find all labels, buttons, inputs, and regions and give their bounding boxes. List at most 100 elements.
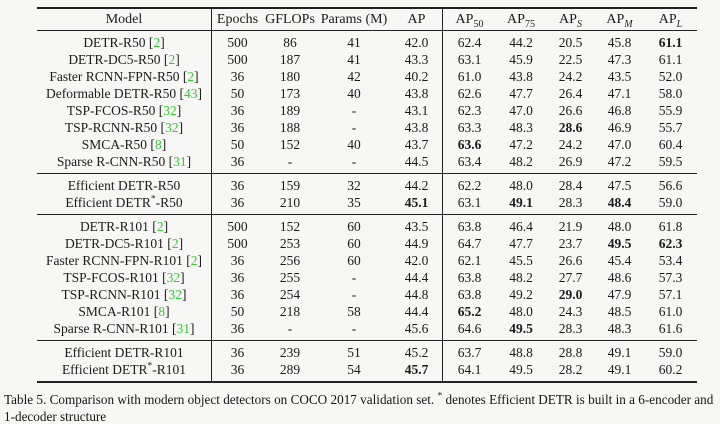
value-cell: 61.1 xyxy=(658,35,683,50)
value-cell: 50 xyxy=(230,86,245,101)
value-cell: 500 xyxy=(227,52,248,67)
value-cell: 45.8 xyxy=(607,35,632,50)
value-cell: 62.2 xyxy=(457,178,482,193)
value-cell: 48.3 xyxy=(607,321,632,336)
value-cell: 49.5 xyxy=(607,236,632,251)
citation-link[interactable]: 8 xyxy=(158,304,166,319)
value-cell: 64.7 xyxy=(457,236,482,251)
citation-link[interactable]: 32 xyxy=(166,270,181,285)
value-cell: - xyxy=(351,120,357,135)
value-cell: 43.5 xyxy=(391,214,443,235)
citation-link[interactable]: 31 xyxy=(176,321,191,336)
text-segment: Deformable DETR-R50 [ xyxy=(46,86,184,101)
value-cell: 48.3 xyxy=(509,120,533,135)
model-cell: SMCA-R101 [8] xyxy=(37,303,212,320)
header-cell-ap: AP xyxy=(391,8,443,31)
header-cell-ap50: AP50 xyxy=(443,8,497,31)
text-segment: Sparse R-CNN-R101 [ xyxy=(53,321,177,336)
value-cell: 44.4 xyxy=(391,303,443,320)
value-cell: 210 xyxy=(279,195,301,210)
value-cell: 32 xyxy=(347,178,361,193)
value-cell: 36 xyxy=(230,69,245,84)
value-cell: 188 xyxy=(279,120,301,135)
header-label: Epochs xyxy=(216,12,259,27)
citation-link[interactable]: 8 xyxy=(154,137,162,152)
header-subscript: L xyxy=(676,18,683,30)
value-cell: 49.5 xyxy=(509,321,533,336)
value-cell: 21.9 xyxy=(558,219,583,234)
header-label: Params (M) xyxy=(320,12,388,27)
value-cell: 59.5 xyxy=(658,154,683,169)
superscript-asterisk: * xyxy=(437,391,443,402)
text-segment: ] xyxy=(190,321,195,336)
text-segment: ] xyxy=(194,69,199,84)
model-cell: DETR-R101 [2] xyxy=(37,214,212,235)
value-cell: 58 xyxy=(347,304,361,319)
text-segment: ] xyxy=(197,86,202,101)
table-row: DETR-R50 [2] 500 86 41 42.0 62.4 44.2 20.5 45.8 6… xyxy=(37,30,697,51)
header-cell-params-m: Params (M) xyxy=(317,8,391,31)
value-cell: 63.1 xyxy=(457,52,482,67)
value-cell: 36 xyxy=(230,287,245,302)
value-cell: 49.1 xyxy=(509,195,533,210)
citation-link[interactable]: 2 xyxy=(168,52,176,67)
citation-link[interactable]: 2 xyxy=(190,253,198,268)
value-cell: 20.5 xyxy=(558,35,583,50)
value-cell: - xyxy=(351,287,357,302)
citation-link[interactable]: 31 xyxy=(173,154,187,169)
value-cell: 22.5 xyxy=(558,52,583,67)
value-cell: 63.7 xyxy=(457,345,482,360)
value-cell: 27.7 xyxy=(558,270,583,285)
value-cell: 57.3 xyxy=(658,270,683,285)
model-cell: DETR-R50 [2] xyxy=(37,30,212,51)
citation-link[interactable]: 2 xyxy=(187,69,195,84)
value-cell: 29.0 xyxy=(558,287,583,302)
value-cell: 36 xyxy=(230,120,245,135)
value-cell: 24.2 xyxy=(558,137,583,152)
value-cell: 500 xyxy=(227,219,248,234)
citation-link[interactable]: 32 xyxy=(168,287,182,302)
table-row: Efficient DETR-R50 36 159 32 44.2 62.2 48.0 28.… xyxy=(37,173,697,194)
citation-link[interactable]: 2 xyxy=(153,35,161,50)
value-cell: 255 xyxy=(279,270,301,285)
citation-link[interactable]: 43 xyxy=(183,86,198,101)
value-cell: 47.5 xyxy=(607,178,632,193)
value-cell: 48.5 xyxy=(607,304,632,319)
value-cell: 187 xyxy=(279,52,301,67)
value-cell: 61.1 xyxy=(658,52,683,67)
value-cell: 42 xyxy=(347,69,361,84)
citation-link[interactable]: 2 xyxy=(156,219,164,234)
value-cell: 35 xyxy=(347,195,361,210)
value-cell: 500 xyxy=(227,236,248,251)
model-cell: Faster RCNN-FPN-R50 [2] xyxy=(37,68,212,85)
text-segment: Efficient DETR xyxy=(61,362,148,377)
value-cell: 49.1 xyxy=(607,362,632,377)
citation-link[interactable]: 32 xyxy=(163,103,177,118)
value-cell: 28.6 xyxy=(558,120,583,135)
value-cell: 63.1 xyxy=(457,195,482,210)
value-cell: 53.4 xyxy=(658,253,683,268)
table-section-0: DETR-R50 [2] 500 86 41 42.0 62.4 44.2 20.5 45.8 6… xyxy=(37,30,697,174)
table-row: TSP-FCOS-R50 [32] 36 189 - 43.1 62.3 47.0 26.6 4… xyxy=(37,102,697,119)
text-segment: TSP-RCNN-R101 [ xyxy=(61,287,169,302)
header-label: AP xyxy=(407,12,426,27)
model-cell: TSP-RCNN-R101 [32] xyxy=(37,286,212,303)
table-row: DETR-DC5-R50 [2] 500 187 41 43.3 63.1 45.9 22.5… xyxy=(37,51,697,68)
citation-link[interactable]: 32 xyxy=(165,120,179,135)
table-row: Sparse R-CNN-R50 [31] 36 - - 44.5 63.4 48.2 26.… xyxy=(37,153,697,174)
value-cell: 152 xyxy=(279,137,301,152)
text-segment: ] xyxy=(186,154,192,169)
value-cell: 218 xyxy=(279,304,301,319)
value-cell: 52.0 xyxy=(658,69,683,84)
value-cell: 41 xyxy=(347,35,361,50)
header-label: AP xyxy=(606,12,625,27)
value-cell: 51 xyxy=(347,345,361,360)
value-cell: 60 xyxy=(347,219,361,234)
value-cell: 28.2 xyxy=(558,362,583,377)
table-section-2: DETR-R101 [2] 500 152 60 43.5 63.8 46.4 21.9 48.… xyxy=(37,214,697,341)
value-cell: 61.0 xyxy=(457,69,482,84)
value-cell: 63.3 xyxy=(457,120,482,135)
value-cell: 500 xyxy=(227,35,248,50)
value-cell: 55.9 xyxy=(658,103,683,118)
citation-link[interactable]: 2 xyxy=(171,236,179,251)
